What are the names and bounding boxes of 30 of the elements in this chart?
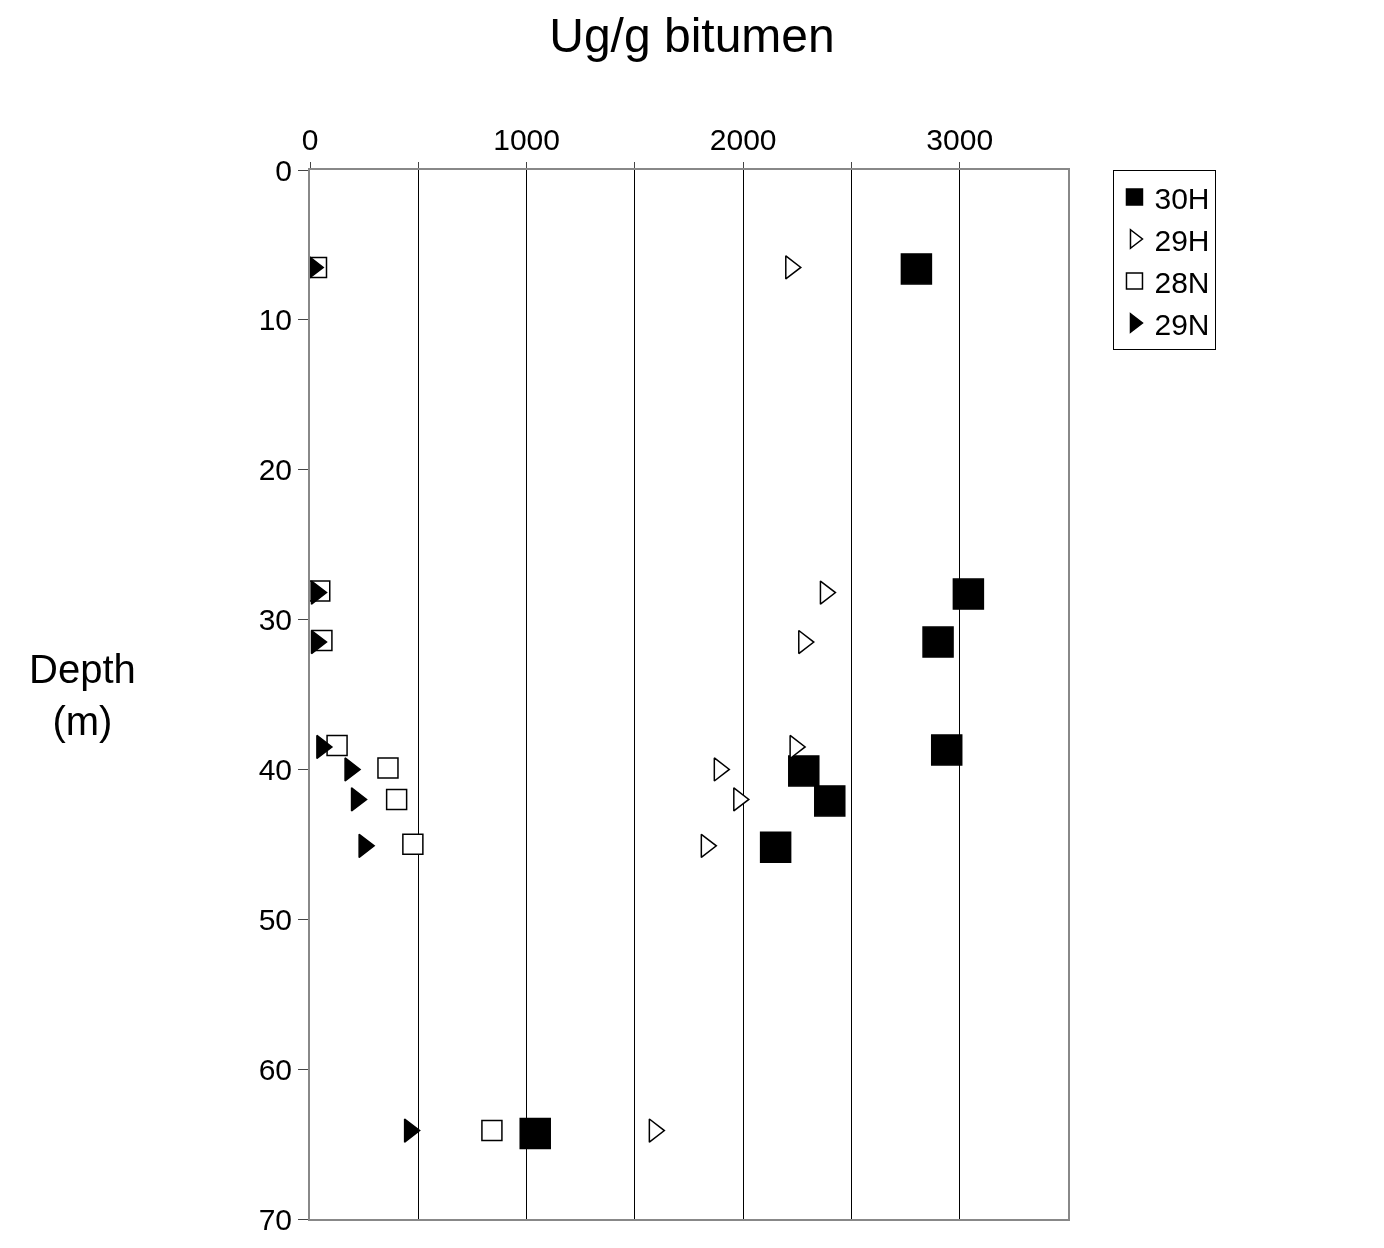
point — [350, 787, 368, 812]
x-tick-label: 3000 — [926, 123, 994, 156]
y-tick-label: 60 — [258, 1052, 292, 1086]
point — [952, 578, 985, 610]
y-tick-label: 30 — [258, 603, 292, 637]
x-tick-label: 2000 — [709, 123, 777, 156]
point — [819, 580, 837, 605]
y-tick-label: 20 — [258, 453, 292, 487]
point — [900, 253, 933, 285]
y-axis-title: Depth (m) — [29, 647, 136, 743]
legend-label: 28N — [1154, 265, 1210, 299]
point — [713, 757, 731, 782]
point — [930, 734, 963, 766]
legend-label: 29N — [1154, 307, 1210, 341]
y-tick-label: 0 — [275, 153, 292, 187]
point — [814, 785, 846, 817]
y-tick-label: 40 — [258, 752, 292, 786]
legend-label: 29H — [1154, 223, 1210, 257]
y-tick-label: 70 — [258, 1202, 292, 1236]
x-tick-label: 0 — [301, 123, 319, 156]
legend-label: 30H — [1154, 181, 1210, 215]
chart-title: Ug/g bitumen — [549, 9, 835, 63]
point — [648, 1118, 666, 1143]
point — [759, 831, 792, 864]
y-tick-label: 10 — [258, 303, 292, 337]
point — [403, 1118, 421, 1143]
y-tick-label: 50 — [258, 902, 292, 936]
point — [922, 626, 954, 658]
point — [788, 755, 820, 787]
x-tick-label: 1000 — [493, 123, 560, 156]
